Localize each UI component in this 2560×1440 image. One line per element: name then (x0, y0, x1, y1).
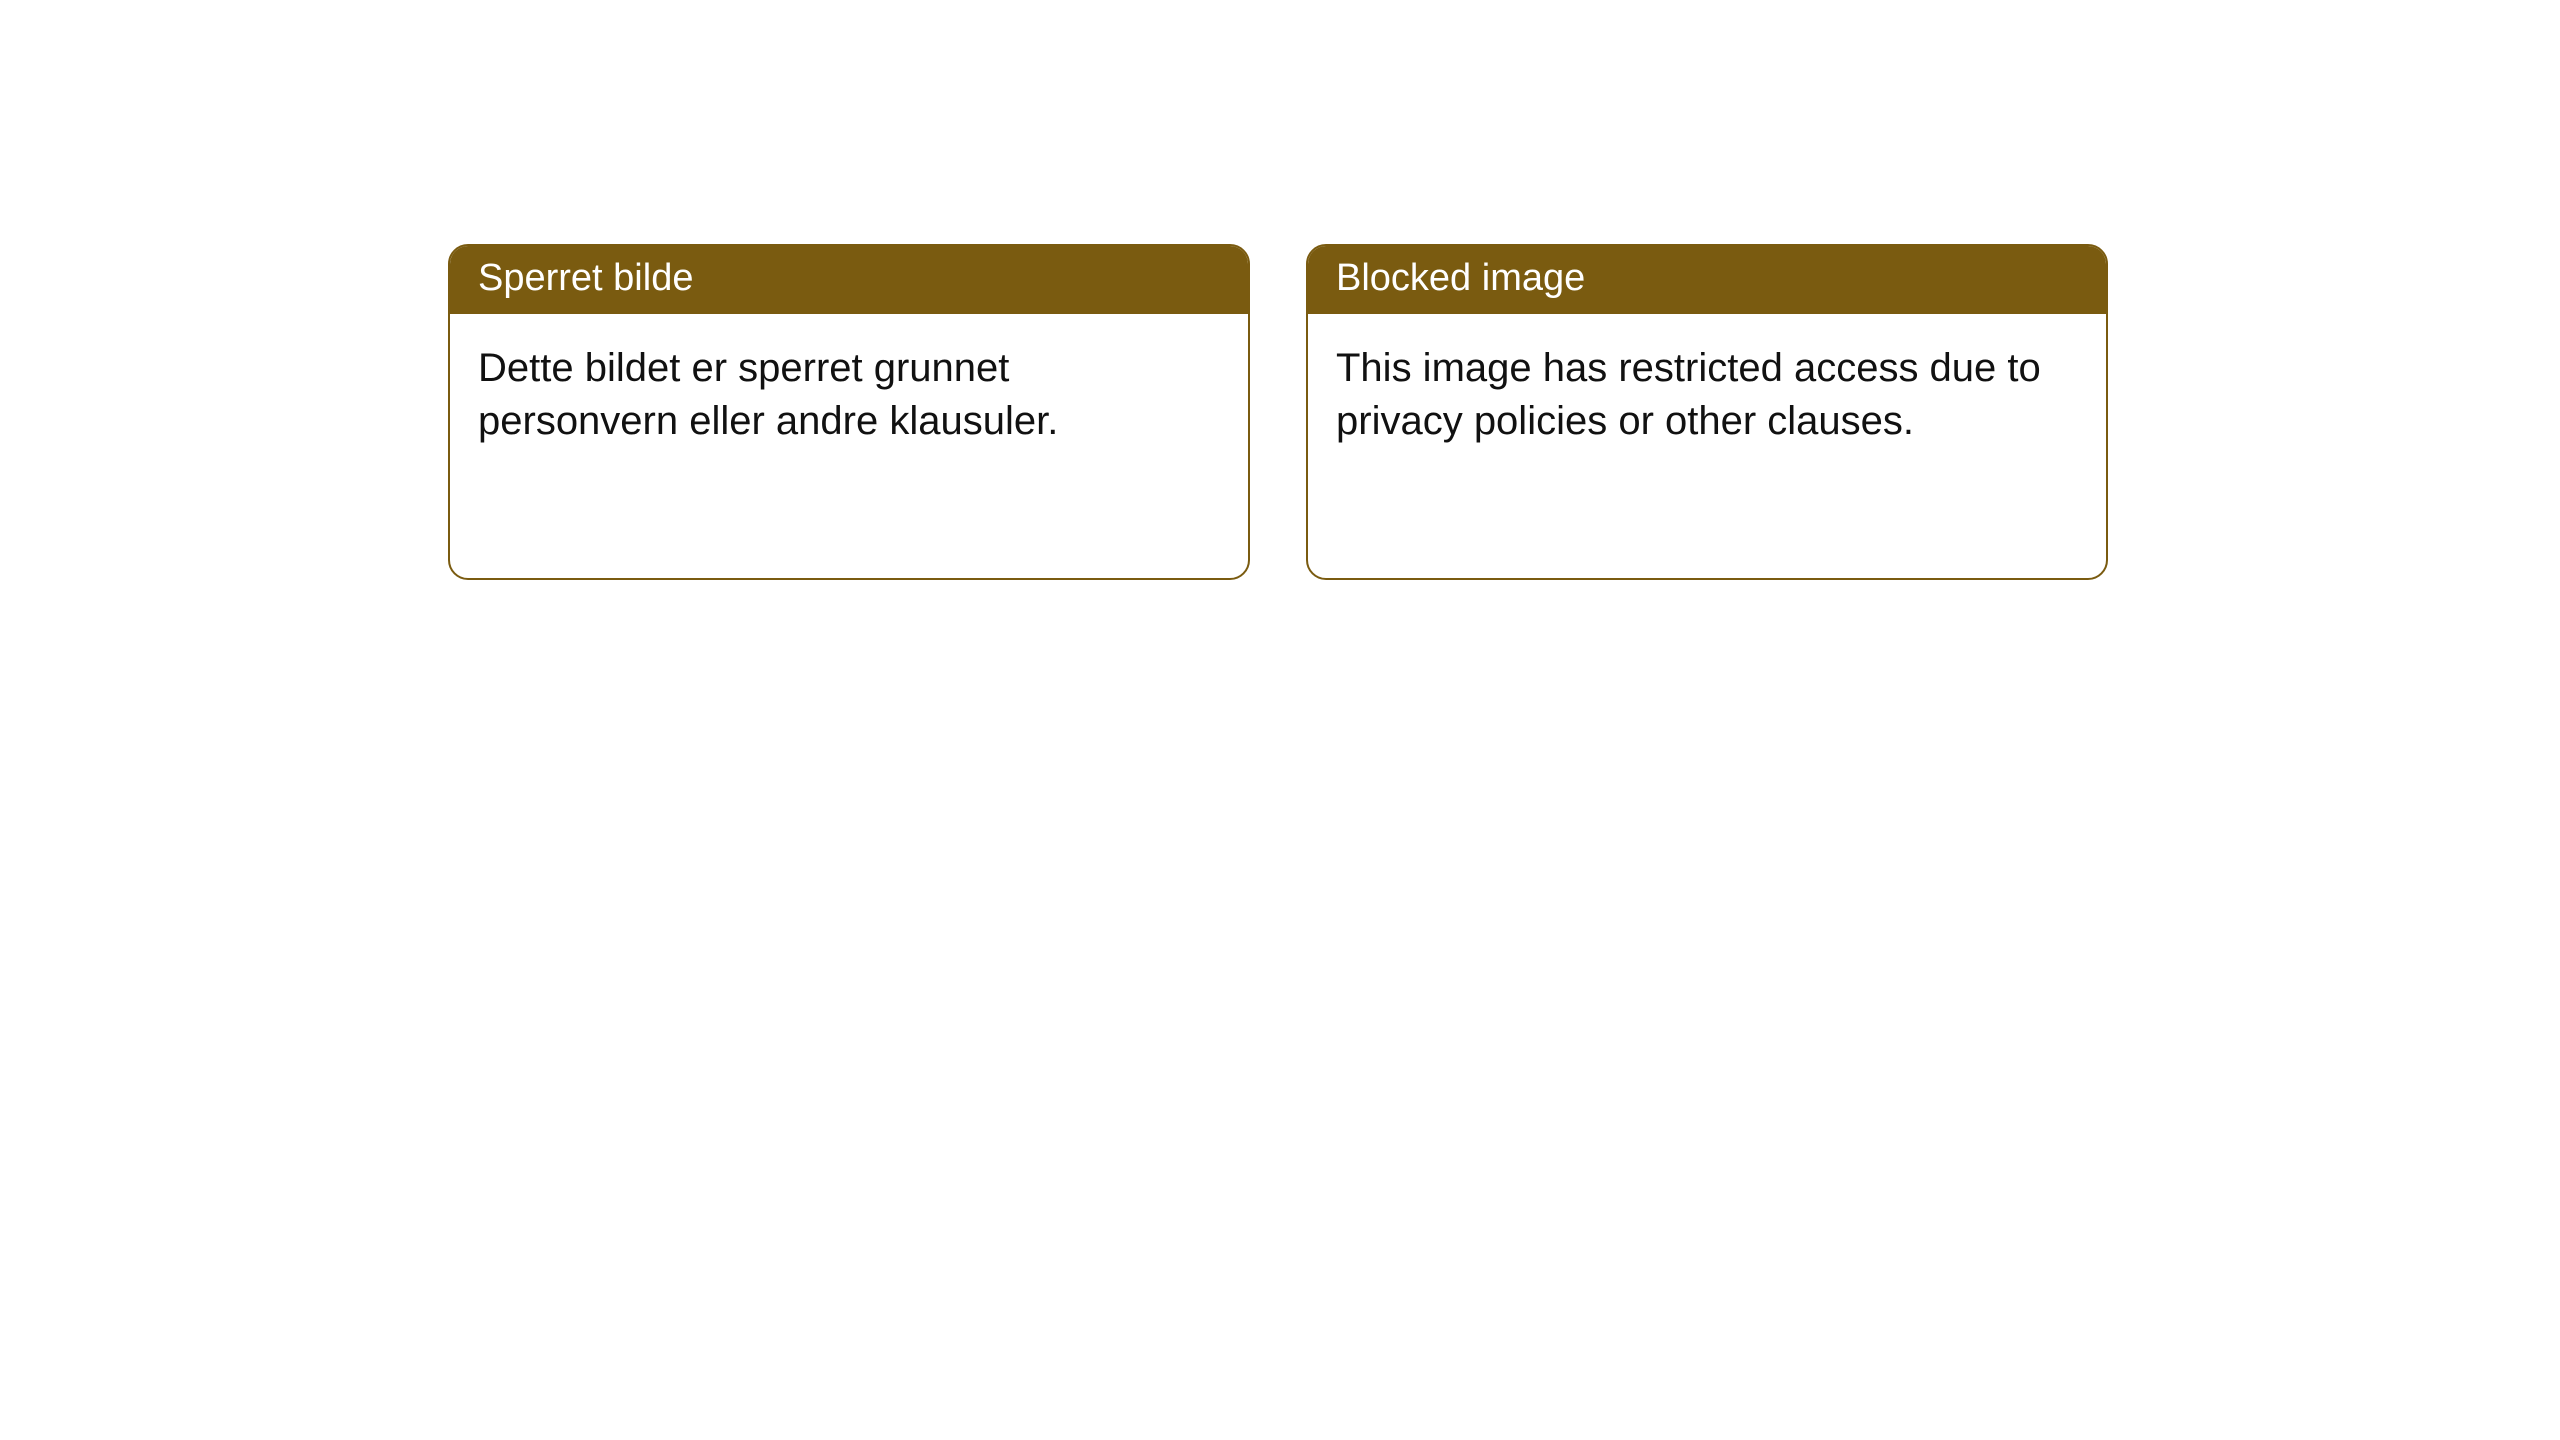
notice-card-norwegian: Sperret bilde Dette bildet er sperret gr… (448, 244, 1250, 580)
notice-title: Sperret bilde (450, 246, 1248, 314)
notice-container: Sperret bilde Dette bildet er sperret gr… (0, 0, 2560, 580)
notice-card-english: Blocked image This image has restricted … (1306, 244, 2108, 580)
notice-body: This image has restricted access due to … (1308, 314, 2106, 448)
notice-title: Blocked image (1308, 246, 2106, 314)
notice-body: Dette bildet er sperret grunnet personve… (450, 314, 1248, 448)
